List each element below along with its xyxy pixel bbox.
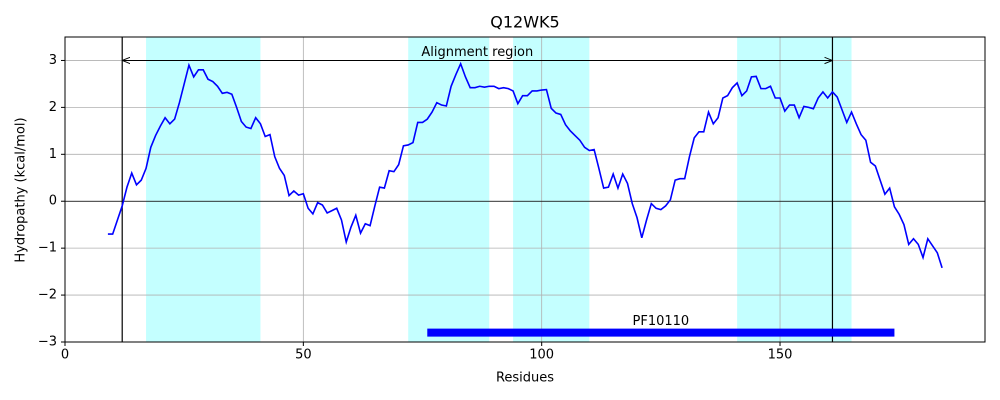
domain-bar	[427, 328, 895, 337]
hydropathy-line	[107, 61, 943, 269]
x-axis-label: Residues	[496, 371, 554, 386]
x-tick-label: 150	[768, 348, 793, 363]
highlight-region	[737, 37, 852, 342]
alignment-label: Alignment region	[421, 45, 533, 60]
highlight-region	[146, 37, 261, 342]
highlight-region	[408, 37, 490, 342]
y-tick-label: −3	[38, 335, 57, 350]
y-tick-label: −1	[38, 241, 57, 256]
y-tick-label: 0	[49, 194, 57, 209]
x-tick-label: 0	[61, 348, 69, 363]
y-axis-label: Hydropathy (kcal/mol)	[14, 117, 29, 262]
x-tick-label: 100	[529, 348, 554, 363]
domain-label: PF10110	[633, 314, 690, 329]
x-tick-label: 50	[295, 348, 312, 363]
plot-area	[65, 37, 985, 342]
chart-title: Q12WK5	[490, 13, 559, 32]
y-tick-label: −2	[38, 288, 57, 303]
y-tick-label: 1	[49, 147, 57, 162]
axes-frame	[64, 36, 986, 343]
highlight-region	[513, 37, 590, 342]
y-tick-label: 3	[49, 53, 57, 68]
y-tick-label: 2	[49, 100, 57, 115]
